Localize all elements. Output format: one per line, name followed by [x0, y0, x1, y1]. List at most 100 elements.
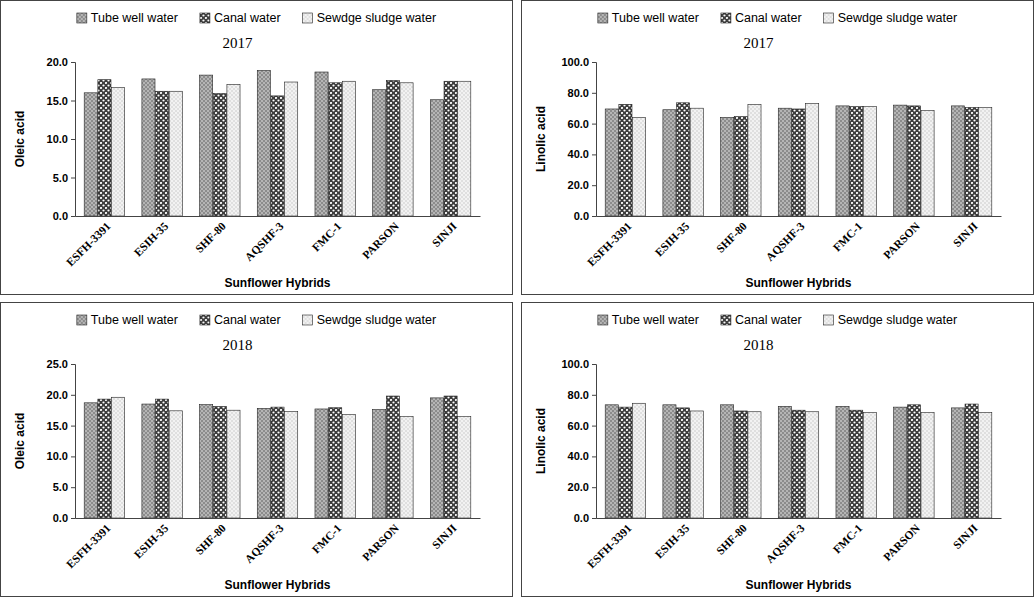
- x-tick-label: SHF-80: [714, 220, 749, 255]
- y-tick-mark: [71, 364, 75, 365]
- y-tick-label: 40.0: [568, 148, 589, 160]
- panel-frame: [522, 1, 1034, 295]
- x-tick-label: FMC-1: [310, 220, 344, 254]
- legend-swatch: [598, 13, 608, 23]
- legend-swatch: [721, 315, 731, 325]
- y-tick-mark: [592, 518, 596, 519]
- y-tick: 25.0: [47, 358, 75, 370]
- bar: [156, 91, 169, 216]
- bar: [373, 410, 386, 518]
- x-tick: AQSHF-3: [763, 216, 806, 263]
- bar: [400, 83, 413, 216]
- bar: [373, 90, 386, 216]
- bar: [663, 405, 676, 518]
- y-tick: 80.0: [568, 389, 596, 401]
- y-tick-label: 20.0: [568, 179, 589, 191]
- x-tick-label: AQSHF-3: [242, 522, 285, 565]
- bar: [98, 80, 111, 216]
- y-tick: 40.0: [568, 148, 596, 160]
- y-tick: 20.0: [47, 389, 75, 401]
- y-tick: 15.0: [47, 95, 75, 107]
- series: [112, 397, 471, 518]
- bar: [619, 407, 632, 518]
- x-tick-label: SHF-80: [714, 522, 749, 557]
- x-tick: SINJI: [951, 216, 981, 249]
- y-tick-mark: [592, 364, 596, 365]
- y-tick: 60.0: [568, 118, 596, 130]
- bar: [84, 403, 97, 518]
- legend-swatch: [200, 13, 210, 23]
- y-tick-label: 0.0: [574, 512, 589, 524]
- y-tick-label: 60.0: [568, 420, 589, 432]
- legend-item: Sewdge sludge water: [303, 11, 437, 25]
- bar: [169, 91, 182, 216]
- bar: [863, 107, 876, 216]
- y-tick-mark: [592, 124, 596, 125]
- bar: [907, 106, 920, 216]
- series: [605, 405, 964, 518]
- x-tick-label: PARSON: [360, 521, 402, 563]
- bar: [836, 406, 849, 518]
- bar: [156, 399, 169, 518]
- bar: [200, 75, 213, 216]
- x-tick: ESFH-3391: [64, 216, 113, 268]
- bar: [315, 409, 328, 518]
- x-tick: PARSON: [360, 518, 402, 563]
- y-tick: 5.0: [53, 172, 75, 184]
- x-tick: ESIH-35: [653, 518, 692, 561]
- legend-label: Canal water: [214, 11, 281, 25]
- y-tick-label: 80.0: [568, 389, 589, 401]
- bar: [677, 408, 690, 518]
- bar: [98, 399, 111, 518]
- x-axis-title: Sunflower Hybrids: [745, 578, 851, 592]
- y-tick-label: 15.0: [47, 95, 68, 107]
- y-tick-mark: [592, 395, 596, 396]
- series: [619, 404, 978, 518]
- plot-area: 0.05.010.015.020.025.0ESFH-3391ESIH-35SH…: [47, 358, 481, 570]
- x-tick: PARSON: [360, 216, 402, 261]
- x-tick: ESFH-3391: [585, 518, 634, 570]
- bar: [806, 104, 819, 216]
- legend-label: Tube well water: [612, 313, 699, 327]
- x-tick: ESFH-3391: [64, 518, 113, 570]
- bar: [227, 84, 240, 216]
- panel-frame: [522, 303, 1034, 597]
- y-tick: 10.0: [47, 450, 75, 462]
- legend-swatch: [824, 315, 834, 325]
- bar: [619, 104, 632, 216]
- y-tick-label: 0.0: [574, 210, 589, 222]
- series: [619, 103, 978, 216]
- y-axis-title: Oleic acid: [13, 111, 27, 168]
- y-axis-title: Oleic acid: [13, 413, 27, 470]
- bars: [605, 103, 992, 216]
- x-tick: SHF-80: [714, 518, 749, 557]
- plot-area: 0.05.010.015.020.0ESFH-3391ESIH-35SHF-80…: [47, 56, 481, 268]
- bar: [677, 103, 690, 216]
- x-tick: ESIH-35: [132, 518, 171, 561]
- y-tick-label: 60.0: [568, 118, 589, 130]
- bar: [663, 110, 676, 216]
- x-tick: SINJI: [430, 518, 460, 551]
- x-tick-label: PARSON: [881, 219, 923, 261]
- y-tick-label: 100.0: [561, 358, 589, 370]
- x-tick-label: ESIH-35: [132, 522, 171, 561]
- y-axis: 0.020.040.060.080.0100.0: [561, 56, 596, 222]
- bar: [112, 397, 125, 518]
- series: [633, 104, 992, 216]
- y-tick-mark: [71, 139, 75, 140]
- bar: [271, 96, 284, 216]
- x-tick: FMC-1: [310, 216, 344, 254]
- x-tick-label: ESIH-35: [132, 220, 171, 259]
- panel: 0.020.040.060.080.0100.0ESFH-3391ESIH-35…: [522, 303, 1034, 597]
- x-tick: FMC-1: [831, 518, 865, 556]
- bar: [690, 108, 703, 216]
- legend-swatch: [77, 315, 87, 325]
- x-tick-label: SINJI: [951, 219, 981, 249]
- bar: [836, 106, 849, 216]
- bar: [778, 406, 791, 518]
- y-tick: 20.0: [47, 56, 75, 68]
- bar: [200, 405, 213, 518]
- y-tick-mark: [71, 395, 75, 396]
- x-tick: SHF-80: [193, 216, 228, 255]
- x-tick: ESFH-3391: [585, 216, 634, 268]
